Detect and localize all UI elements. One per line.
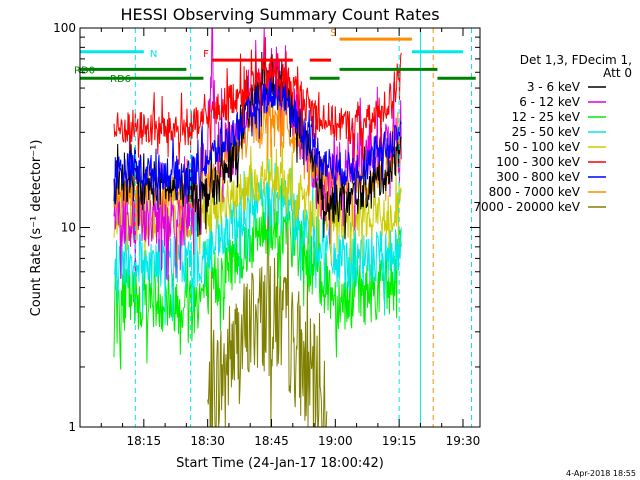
series-line-300-800-kev (113, 77, 402, 211)
series-layer (113, 27, 402, 428)
legend-label-3-6-kev: 3 - 6 keV (527, 80, 581, 94)
series-line-12-25-kev (113, 177, 402, 370)
x-tick-label: 18:30 (190, 434, 225, 448)
footer-timestamp: 4-Apr-2018 18:55 (566, 469, 636, 478)
series-line-100-300-kev (113, 37, 402, 165)
legend-heading-line-2: Att 0 (603, 66, 632, 80)
x-tick-label: 19:30 (446, 434, 481, 448)
x-tick-label: 18:15 (127, 434, 162, 448)
legend-heading-line-1: Det 1,3, FDecim 1, (520, 53, 632, 67)
axis-layer: 18:15 18:30 18:45 19:00 19:15 19:30 1 10 100 (53, 21, 480, 448)
legend-label-300-800-kev: 300 - 800 keV (496, 170, 580, 184)
x-tick-label: 18:45 (254, 434, 289, 448)
legend-label-50-100-kev: 50 - 100 keV (504, 140, 581, 154)
chart-title: HESSI Observing Summary Count Rates (120, 5, 439, 24)
flag-label-rd0: RD0 (74, 65, 95, 76)
x-tick-label: 19:00 (318, 434, 353, 448)
x-axis-label: Start Time (24-Jan-17 18:00:42) (176, 456, 384, 471)
legend-label-25-50-kev: 25 - 50 keV (512, 125, 581, 139)
legend-label-100-300-kev: 100 - 300 keV (496, 155, 580, 169)
flag-label-s: S (330, 28, 336, 39)
overlay-layer: N F S RD0 RD6 (74, 28, 476, 427)
legend-label-800-7000-kev: 800 - 7000 keV (489, 185, 581, 199)
x-tick-label: 19:15 (382, 434, 417, 448)
flag-label-rd6: RD6 (110, 74, 131, 85)
y-tick-label: 1 (68, 420, 76, 434)
legend-label-7000-20000-kev: 7000 - 20000 keV (473, 200, 580, 214)
flag-label-n: N (150, 49, 157, 60)
flag-label-f: F (203, 49, 209, 60)
y-tick-label: 100 (53, 21, 76, 35)
legend-label-12-25-kev: 12 - 25 keV (512, 110, 581, 124)
y-tick-label: 10 (61, 221, 76, 235)
legend-label-6-12-kev: 6 - 12 keV (519, 95, 581, 109)
y-axis-label: Count Rate (s⁻¹ detector⁻¹) (29, 140, 44, 317)
series-line-7000-20000-kev (207, 182, 328, 428)
